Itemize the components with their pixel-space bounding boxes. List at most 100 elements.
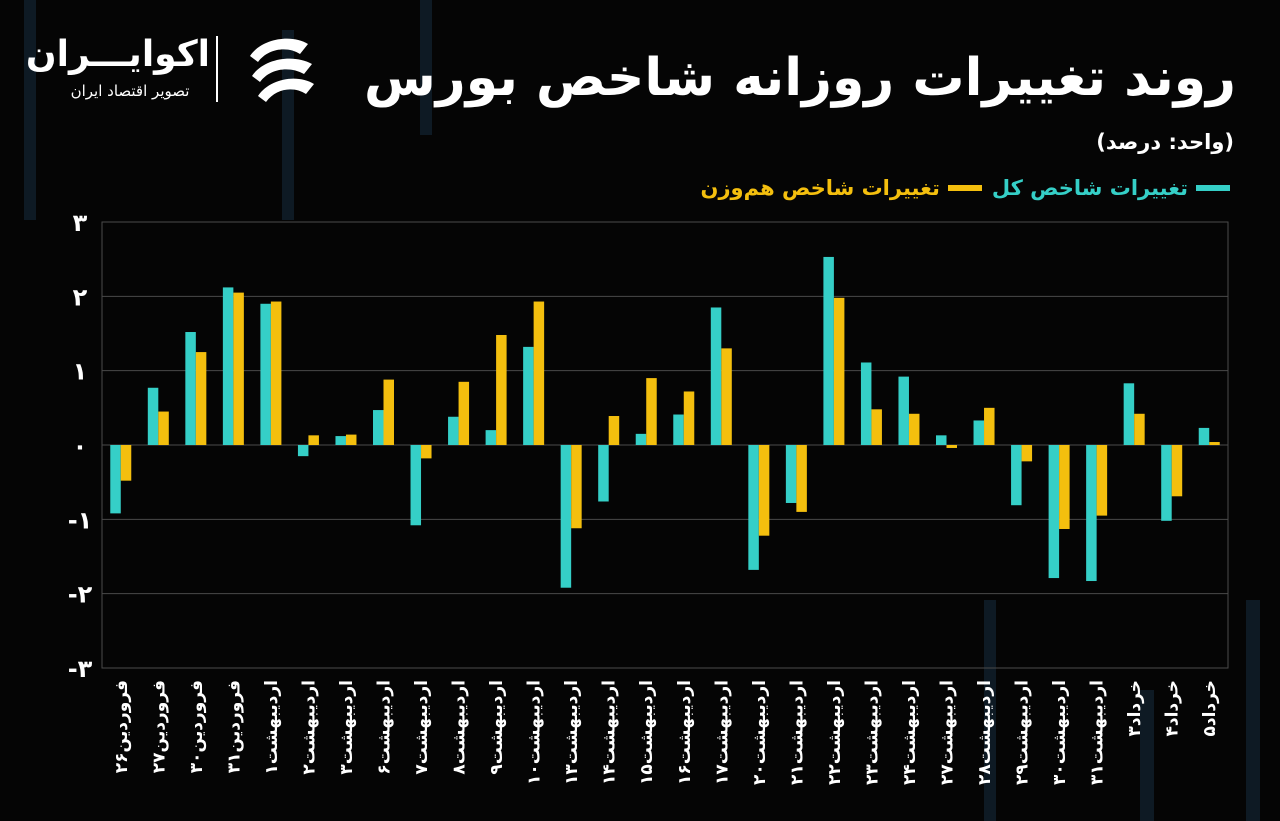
x-tick-label: ۳۱اردیبهشت [1088, 680, 1108, 785]
unit-label: (واحد: درصد) [1096, 130, 1234, 154]
bar-total [147, 387, 159, 445]
x-tick-label: ۲اردیبهشت [299, 680, 319, 775]
bar-equal [571, 445, 582, 529]
bar-total [673, 414, 684, 445]
y-tick-label: ۳ [73, 209, 88, 237]
bar-total [823, 256, 834, 445]
bar-total [710, 307, 722, 445]
bar-equal [608, 416, 620, 445]
bar-equal [120, 445, 132, 481]
x-tick-label: ۲۷فروردین [149, 680, 169, 773]
bar-equal [1059, 445, 1070, 529]
legend-item-total: تغییرات شاخص کل [992, 176, 1230, 200]
bar-total [748, 445, 759, 570]
x-tick-label: ۳۰فروردین [187, 680, 207, 773]
logo-divider [216, 36, 218, 102]
bar-equal [195, 352, 207, 445]
y-tick-label: ۲ [73, 283, 88, 311]
x-tick-label: ۳خرداد [1125, 680, 1145, 737]
bar-total [1011, 445, 1022, 506]
bar-total [297, 445, 309, 457]
bar-total [973, 420, 985, 445]
logo-tagline: تصویر اقتصاد ایران [70, 82, 190, 100]
x-tick-label: ۱۰اردیبهشت [525, 680, 545, 785]
bar-equal [270, 301, 282, 445]
bar-equal [383, 379, 394, 445]
bar-equal [646, 378, 657, 445]
bar-equal [533, 301, 545, 445]
plot-frame [101, 221, 1229, 669]
bar-total [335, 436, 346, 445]
x-tick-label: ۲۸اردیبهشت [975, 680, 995, 785]
bar-total [785, 445, 797, 503]
x-tick-label: ۱۶اردیبهشت [675, 680, 695, 785]
x-tick-label: ۲۹اردیبهشت [1013, 680, 1033, 785]
x-tick-label: ۸اردیبهشت [450, 680, 470, 775]
x-tick-label: ۲۲اردیبهشت [825, 680, 845, 785]
x-tick-label: ۲۶فروردین [112, 680, 132, 773]
x-tick-label: ۵خرداد [1200, 680, 1220, 737]
x-tick-label: ۲۷اردیبهشت [938, 680, 958, 785]
y-tick-label: ۱ [73, 358, 88, 386]
x-tick-label: ۳۱فروردین [224, 680, 244, 773]
bar-equal [1096, 445, 1108, 516]
bar-total [1123, 383, 1135, 445]
background-bar [984, 600, 996, 821]
y-tick-label: ۰ [73, 432, 88, 460]
x-tick-label: ۲۴اردیبهشت [900, 680, 920, 785]
bar-equal [496, 334, 507, 445]
chart-title: روند تغییرات روزانه شاخص بورس [364, 48, 1236, 108]
bar-equal [1021, 445, 1033, 462]
x-tick-label: ۹اردیبهشت [487, 680, 507, 775]
x-tick-label: ۱۷اردیبهشت [712, 680, 732, 785]
bar-total [1048, 445, 1060, 579]
bar-total [448, 416, 459, 445]
x-tick-label: ۱۴اردیبهشت [600, 680, 620, 785]
x-tick-label: ۲۳اردیبهشت [862, 680, 882, 785]
bar-equal [458, 381, 470, 445]
bar-total [936, 435, 947, 445]
x-tick-label: ۲۰اردیبهشت [750, 680, 770, 785]
bar-equal [721, 348, 732, 445]
bar-total [260, 303, 271, 445]
bar-equal [683, 391, 695, 445]
bar-equal [421, 445, 432, 459]
bar-total [898, 376, 909, 445]
bar-equal [158, 411, 169, 445]
bar-equal [796, 445, 807, 512]
bar-equal [308, 435, 319, 445]
y-tick-label: -۲ [68, 581, 93, 609]
legend-item-equal: تغییرات شاخص هم‌وزن [701, 176, 982, 200]
legend-label-equal: تغییرات شاخص هم‌وزن [700, 176, 940, 200]
x-tick-label: ۳۰اردیبهشت [1050, 680, 1070, 785]
x-tick-label: ۷اردیبهشت [412, 680, 432, 775]
bar-total [485, 430, 497, 445]
bar-total [373, 410, 384, 445]
x-tick-label: ۱اردیبهشت [262, 680, 282, 775]
logo: اکوایـــران تصویر اقتصاد ایران [26, 30, 320, 110]
bar-equal [345, 434, 357, 445]
bar-total [523, 346, 534, 445]
bar-total [1161, 445, 1172, 521]
bar-total [598, 445, 609, 502]
x-tick-label: ۱۵اردیبهشت [637, 680, 657, 785]
legend-label-total: تغییرات شاخص کل [991, 176, 1188, 200]
bar-total [110, 445, 121, 514]
bar-equal [946, 445, 957, 448]
background-bar [282, 30, 294, 220]
x-tick-label: ۶اردیبهشت [375, 680, 395, 775]
x-tick-label: ۲۱اردیبهشت [787, 680, 807, 785]
bar-equal [833, 297, 845, 445]
x-tick-label: ۳اردیبهشت [337, 680, 357, 775]
background-bar [420, 0, 432, 135]
background-bar [1140, 690, 1154, 821]
bar-total [1086, 445, 1097, 582]
bar-equal [1171, 445, 1183, 497]
logo-mark-icon [250, 38, 314, 102]
background-bar [1246, 600, 1260, 821]
bar-total [635, 433, 647, 445]
legend: تغییرات شاخص کل تغییرات شاخص هم‌وزن [701, 176, 1230, 200]
bar-total [410, 445, 422, 526]
bar-equal [758, 445, 770, 536]
